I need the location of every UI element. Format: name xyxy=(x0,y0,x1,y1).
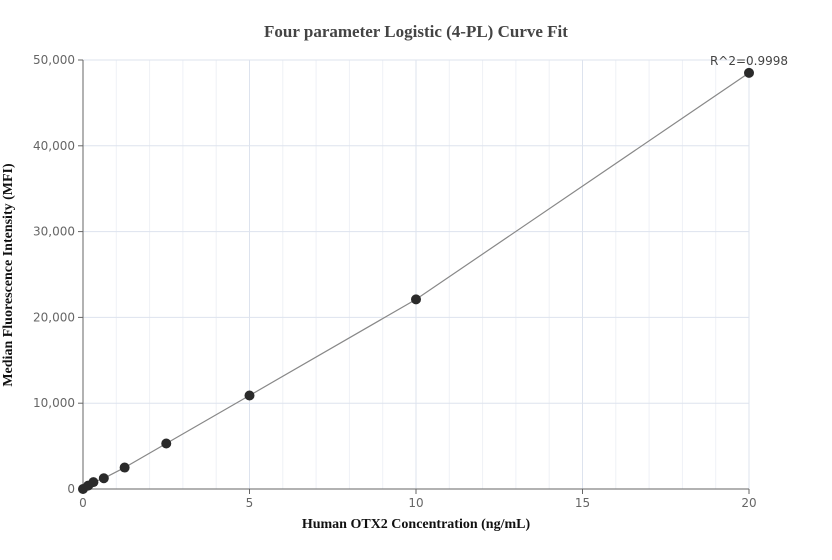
data-point xyxy=(244,390,255,401)
data-point xyxy=(119,462,130,473)
data-point xyxy=(411,294,421,305)
y-tick-label: 50,000 xyxy=(33,53,75,67)
x-tick-label: 20 xyxy=(741,496,756,510)
x-axis-label: Human OTX2 Concentration (ng/mL) xyxy=(301,517,531,532)
data-point xyxy=(161,438,172,449)
x-tick-label: 5 xyxy=(246,496,254,510)
x-tick-label: 15 xyxy=(575,496,590,510)
r-squared-annotation: R^2=0.9998 xyxy=(710,54,788,68)
data-point xyxy=(88,477,99,488)
data-point xyxy=(98,473,109,484)
y-tick-label: 0 xyxy=(67,482,75,496)
chart-title: Four parameter Logistic (4-PL) Curve Fit xyxy=(264,22,568,41)
y-tick-label: 30,000 xyxy=(33,225,75,239)
x-tick-label: 10 xyxy=(408,496,423,510)
y-tick-label: 20,000 xyxy=(33,310,75,324)
data-point xyxy=(744,67,754,78)
x-tick-label: 0 xyxy=(79,496,87,510)
y-tick-label: 10,000 xyxy=(33,396,75,410)
y-tick-label: 40,000 xyxy=(33,139,75,153)
